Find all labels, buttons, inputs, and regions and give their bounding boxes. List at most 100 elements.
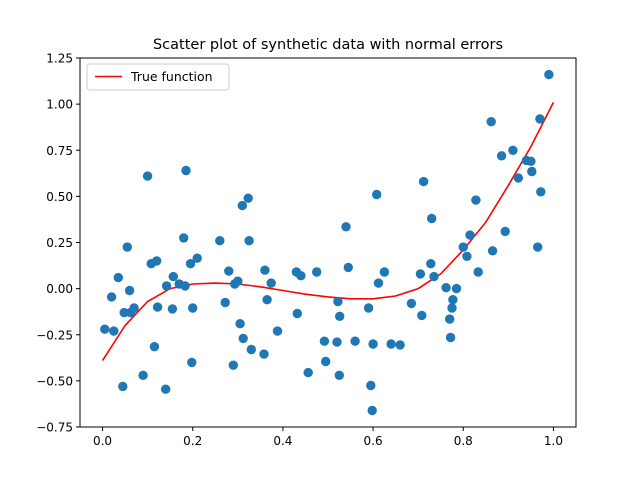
- scatter-point: [192, 253, 202, 263]
- true-function-line: [101, 101, 555, 362]
- y-tick-label: 1.25: [46, 52, 73, 66]
- scatter-point: [473, 267, 483, 277]
- x-tick-label: 0.8: [454, 434, 473, 448]
- scatter-point: [335, 311, 345, 321]
- scatter-point: [129, 303, 139, 313]
- y-tick-label: 0.75: [46, 144, 73, 158]
- scatter-point: [451, 283, 462, 294]
- scatter-point: [152, 256, 162, 266]
- scatter-point: [113, 272, 124, 283]
- x-tick-label: 0.4: [273, 434, 292, 448]
- scatter-point: [415, 269, 426, 279]
- scatter-point: [544, 69, 554, 80]
- scatter-point: [406, 298, 417, 309]
- scatter-point: [118, 381, 128, 392]
- y-tick-label: 1.00: [46, 98, 73, 112]
- scatter-point: [366, 380, 376, 391]
- scatter-point: [106, 292, 117, 302]
- scatter-point: [372, 189, 382, 200]
- scatter-point: [429, 271, 439, 282]
- scatter-point: [259, 349, 269, 359]
- scatter-point: [471, 195, 481, 205]
- scatter-point: [536, 187, 546, 197]
- scatter-point: [262, 295, 272, 305]
- scatter-point: [333, 296, 343, 307]
- scatter-point: [138, 370, 148, 380]
- scatter-point: [533, 242, 543, 252]
- scatter-point: [187, 357, 197, 368]
- scatter-point: [243, 193, 253, 203]
- legend-box: [86, 63, 230, 91]
- scatter-point: [228, 360, 238, 370]
- scatter-point: [332, 337, 342, 347]
- plot-area: [100, 69, 555, 416]
- scatter-point: [296, 271, 306, 281]
- scatter-point: [188, 303, 198, 313]
- scatter-point: [292, 308, 302, 319]
- scatter-point: [334, 370, 344, 380]
- scatter-point: [142, 171, 153, 181]
- scatter-point: [500, 226, 510, 237]
- chart-title: Scatter plot of synthetic data with norm…: [153, 37, 503, 53]
- scatter-point: [235, 319, 245, 329]
- scatter-point: [462, 251, 472, 261]
- scatter-point: [445, 314, 455, 324]
- scatter-point: [237, 200, 247, 211]
- scatter-point: [465, 230, 475, 240]
- x-tick-label: 0.6: [364, 434, 383, 448]
- scatter-point: [149, 342, 160, 352]
- scatter-point: [341, 222, 351, 232]
- scatter-point: [343, 262, 353, 273]
- y-tick-label: −0.25: [36, 328, 73, 342]
- axes: 0.0 0.2 0.4 0.6 0.8 1.0 −0.75 −0.50 −0.25 0.00 0.2…: [36, 52, 577, 448]
- scatter-point: [441, 283, 451, 293]
- scatter-point: [426, 259, 436, 269]
- scatter-point: [448, 295, 458, 305]
- scatter-point: [367, 405, 377, 416]
- scatter-point: [180, 281, 190, 291]
- scatter-point: [238, 333, 248, 344]
- x-tick-label: 0.0: [93, 434, 112, 448]
- x-tick-label: 1.0: [544, 434, 563, 448]
- scatter-point: [167, 304, 178, 314]
- scatter-point: [161, 281, 172, 291]
- x-tick-label: 0.2: [183, 434, 202, 448]
- scatter-point: [513, 173, 523, 183]
- scatter-point: [220, 297, 230, 308]
- scatter-point: [445, 332, 456, 343]
- scatter-point: [447, 303, 457, 313]
- scatter-point: [527, 166, 537, 177]
- scatter-point: [168, 271, 178, 282]
- y-tick-label: 0.50: [46, 190, 73, 204]
- scatter-point: [319, 336, 330, 346]
- y-tick-label: −0.50: [36, 374, 73, 388]
- scatter-point: [185, 259, 196, 269]
- scatter-point: [215, 236, 225, 246]
- scatter-point: [427, 213, 437, 224]
- scatter-point: [272, 326, 283, 336]
- scatter-point: [303, 367, 313, 378]
- scatter-point: [181, 165, 191, 176]
- scatter-point: [486, 117, 496, 127]
- scatter-point: [246, 344, 256, 355]
- scatter-point: [508, 145, 518, 155]
- scatter-point: [395, 340, 405, 350]
- scatter-point: [100, 324, 110, 334]
- scatter-point: [109, 326, 119, 336]
- scatter-point: [496, 151, 507, 161]
- scatter-point: [161, 384, 171, 394]
- scatter-point: [418, 176, 429, 187]
- scatter-point: [260, 265, 270, 275]
- scatter-point: [244, 236, 254, 246]
- scatter-point: [124, 285, 135, 296]
- scatter-point: [350, 336, 360, 346]
- scatter-point: [312, 267, 322, 277]
- scatter-point: [179, 233, 189, 243]
- y-tick-label: −0.75: [36, 421, 73, 435]
- scatter-point: [233, 276, 243, 286]
- legend: True function: [86, 63, 230, 91]
- axes-frame: [79, 57, 577, 428]
- legend-entry-label: True function: [130, 69, 213, 84]
- scatter-point: [526, 156, 536, 166]
